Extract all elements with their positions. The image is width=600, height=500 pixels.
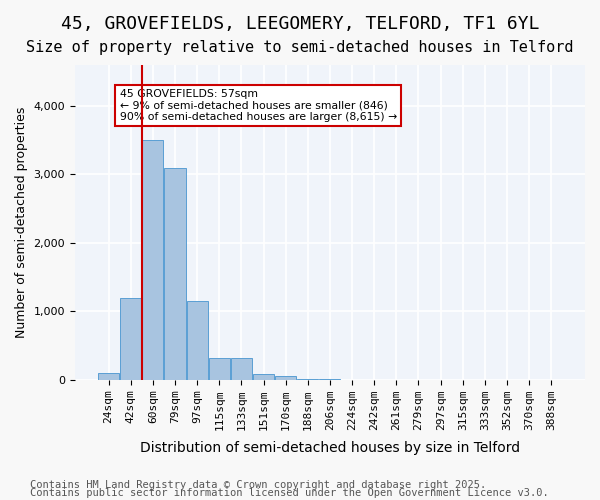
Text: Size of property relative to semi-detached houses in Telford: Size of property relative to semi-detach… — [26, 40, 574, 55]
Text: 45 GROVEFIELDS: 57sqm
← 9% of semi-detached houses are smaller (846)
90% of semi: 45 GROVEFIELDS: 57sqm ← 9% of semi-detac… — [119, 89, 397, 122]
Y-axis label: Number of semi-detached properties: Number of semi-detached properties — [15, 106, 28, 338]
Bar — [231, 358, 252, 380]
Bar — [142, 140, 163, 380]
Text: 45, GROVEFIELDS, LEEGOMERY, TELFORD, TF1 6YL: 45, GROVEFIELDS, LEEGOMERY, TELFORD, TF1… — [61, 15, 539, 33]
Bar — [209, 358, 230, 380]
Bar — [98, 373, 119, 380]
Bar — [275, 376, 296, 380]
Bar — [298, 378, 319, 380]
Bar — [164, 168, 185, 380]
Text: Contains HM Land Registry data © Crown copyright and database right 2025.: Contains HM Land Registry data © Crown c… — [30, 480, 486, 490]
Text: Contains public sector information licensed under the Open Government Licence v3: Contains public sector information licen… — [30, 488, 549, 498]
X-axis label: Distribution of semi-detached houses by size in Telford: Distribution of semi-detached houses by … — [140, 441, 520, 455]
Bar — [253, 374, 274, 380]
Bar — [187, 301, 208, 380]
Bar — [120, 298, 141, 380]
